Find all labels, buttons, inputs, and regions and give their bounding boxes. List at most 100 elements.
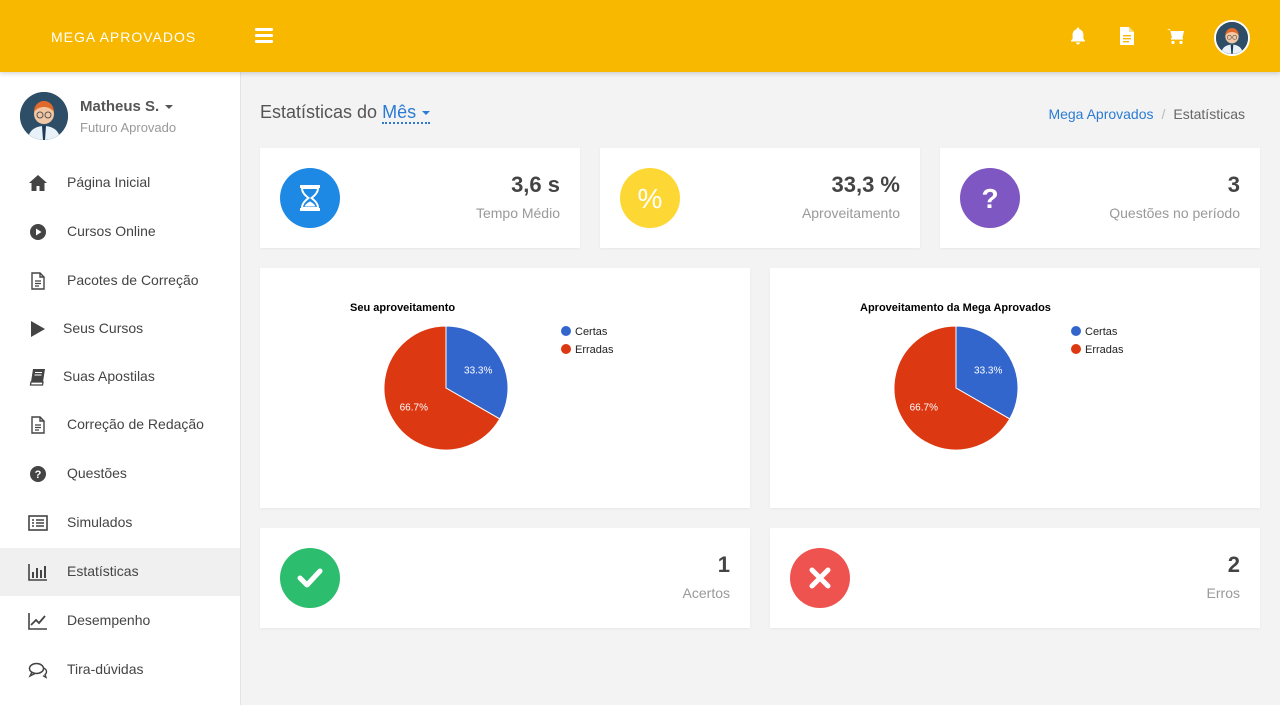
stat-icon-circle <box>280 548 340 608</box>
legend-marker <box>1071 344 1081 354</box>
document-icon <box>31 416 45 434</box>
sidebar-item-cursos-online[interactable]: Cursos Online <box>0 208 240 256</box>
pie-slice-erradas[interactable] <box>893 325 1011 451</box>
legend-label: Erradas <box>1085 344 1124 356</box>
top-bar: MEGA APROVADOS <box>0 0 1280 72</box>
sidebar-item-estatisticas[interactable]: Estatísticas <box>0 548 240 596</box>
pie-chart: Aproveitamento da Mega Aprovados 33.3% 66.… <box>860 302 1124 451</box>
sidebar-item-suas-apostilas[interactable]: Suas Apostilas <box>0 353 240 401</box>
sidebar-item-label: Estatísticas <box>67 563 139 579</box>
sidebar-item-seus-cursos[interactable]: Seus Cursos <box>0 305 240 353</box>
legend-label: Erradas <box>575 344 614 356</box>
sidebar-item-correcao-de-redacao[interactable]: Correção de Redação <box>0 401 240 449</box>
period-dropdown[interactable]: Mês <box>382 102 431 124</box>
brand-logo[interactable]: MEGA APROVADOS <box>51 29 197 45</box>
question-icon: ? <box>981 183 998 214</box>
legend-label: Certas <box>575 326 608 338</box>
sidebar-item-pagina-inicial[interactable]: Página Inicial <box>0 159 240 207</box>
caret-down-icon <box>422 111 431 116</box>
sidebar-item-tira-duvidas[interactable]: Tira-dúvidas <box>0 646 240 694</box>
legend-marker <box>561 344 571 354</box>
svg-text:?: ? <box>981 183 998 214</box>
breadcrumb-current: Estatísticas <box>1173 106 1245 122</box>
stat-label: Tempo Médio <box>475 205 560 221</box>
legend-label: Certas <box>1085 326 1118 338</box>
sidebar-item-label: Suas Apostilas <box>63 368 155 384</box>
slice-label: 33.3% <box>974 365 1002 376</box>
stat-label: Aproveitamento <box>801 205 900 221</box>
stat-label: Questões no período <box>1109 205 1240 221</box>
slice-label: 66.7% <box>400 403 428 414</box>
pie-slice-erradas[interactable] <box>383 325 501 451</box>
page-title-prefix: Estatísticas do <box>260 102 378 122</box>
breadcrumb: Mega Aprovados / Estatísticas <box>1048 106 1245 122</box>
sidebar-item-label: Pacotes de Correção <box>67 272 199 288</box>
stat-icon-circle <box>790 548 850 608</box>
sidebar-item-label: Questões <box>67 465 127 481</box>
user-menu-toggle[interactable]: Matheus S. <box>80 98 174 115</box>
question-circle-icon: ? <box>30 466 46 482</box>
percent-icon: % <box>638 183 663 214</box>
user-name: Matheus S. <box>80 98 160 115</box>
home-icon <box>29 175 47 191</box>
avatar[interactable] <box>1214 20 1250 56</box>
chart-title: Aproveitamento da Mega Aprovados <box>860 302 1051 314</box>
svg-text:%: % <box>638 183 663 214</box>
sidebar-item-questoes[interactable]: ? Questões <box>0 450 240 498</box>
stat-card-tempo-medio: 3,6 s Tempo Médio <box>260 148 580 248</box>
chart-card-aproveitamento-mega: Aproveitamento da Mega Aprovados 33.3% 66.… <box>770 268 1260 508</box>
cart-icon[interactable] <box>1166 26 1186 46</box>
breadcrumb-home-link[interactable]: Mega Aprovados <box>1048 106 1154 122</box>
breadcrumb-separator: / <box>1161 106 1166 122</box>
line-chart-icon <box>28 613 47 630</box>
stat-label: Acertos <box>682 585 730 601</box>
legend-marker <box>1071 326 1081 336</box>
slice-label: 66.7% <box>910 403 938 414</box>
avatar[interactable] <box>20 92 68 140</box>
sidebar-item-label: Tira-dúvidas <box>67 661 144 677</box>
sidebar-item-pacotes-de-correcao[interactable]: Pacotes de Correção <box>0 257 240 305</box>
chat-icon <box>28 662 48 679</box>
stat-value: 3 <box>1227 172 1240 197</box>
stat-value: 2 <box>1227 552 1240 577</box>
close-icon <box>809 567 831 589</box>
user-avatar-image <box>20 92 68 140</box>
period-value: Mês <box>382 102 417 122</box>
stat-card-aproveitamento: % 33,3 % Aproveitamento <box>600 148 920 248</box>
page-title: Estatísticas do Mês <box>260 102 431 124</box>
play-icon <box>31 321 45 337</box>
sidebar: Matheus S. Futuro Aprovado Página Inicia… <box>0 72 241 705</box>
hourglass-icon <box>300 185 320 211</box>
pie-slice-certas[interactable] <box>955 325 1019 420</box>
menu-icon[interactable] <box>255 28 273 44</box>
sidebar-item-desempenho[interactable]: Desempenho <box>0 597 240 645</box>
sidebar-item-simulados[interactable]: Simulados <box>0 499 240 547</box>
stat-value: 3,6 s <box>511 172 560 197</box>
check-icon <box>297 568 323 588</box>
stat-card-questoes: ? 3 Questões no período <box>940 148 1260 248</box>
list-icon <box>28 515 48 531</box>
sidebar-item-label: Desempenho <box>67 612 151 628</box>
slice-label: 33.3% <box>464 365 492 376</box>
stat-value: 33,3 % <box>831 172 901 197</box>
document-icon[interactable] <box>1117 26 1137 46</box>
bell-icon[interactable] <box>1068 26 1088 46</box>
stat-icon-circle: ? <box>960 168 1020 228</box>
user-subtitle: Futuro Aprovado <box>80 120 177 135</box>
pie-slice-certas[interactable] <box>445 325 509 420</box>
stat-label: Erros <box>1206 585 1240 601</box>
caret-down-icon <box>165 105 174 110</box>
legend-marker <box>561 326 571 336</box>
book-icon <box>29 369 45 386</box>
user-profile: Matheus S. Futuro Aprovado <box>20 92 230 142</box>
stat-value: 1 <box>717 552 730 577</box>
bar-chart-icon <box>28 564 47 581</box>
user-avatar-image <box>1216 22 1248 54</box>
svg-text:?: ? <box>35 469 42 481</box>
chart-card-seu-aproveitamento: Seu aproveitamento 33.3% 66.7% Certas Errada… <box>260 268 750 508</box>
stat-icon-circle <box>280 168 340 228</box>
play-circle-icon <box>30 224 46 240</box>
stat-card-acertos: 1 Acertos <box>260 528 750 628</box>
sidebar-item-label: Correção de Redação <box>67 416 204 432</box>
pie-chart: Seu aproveitamento 33.3% 66.7% Certas Errada… <box>350 302 614 451</box>
